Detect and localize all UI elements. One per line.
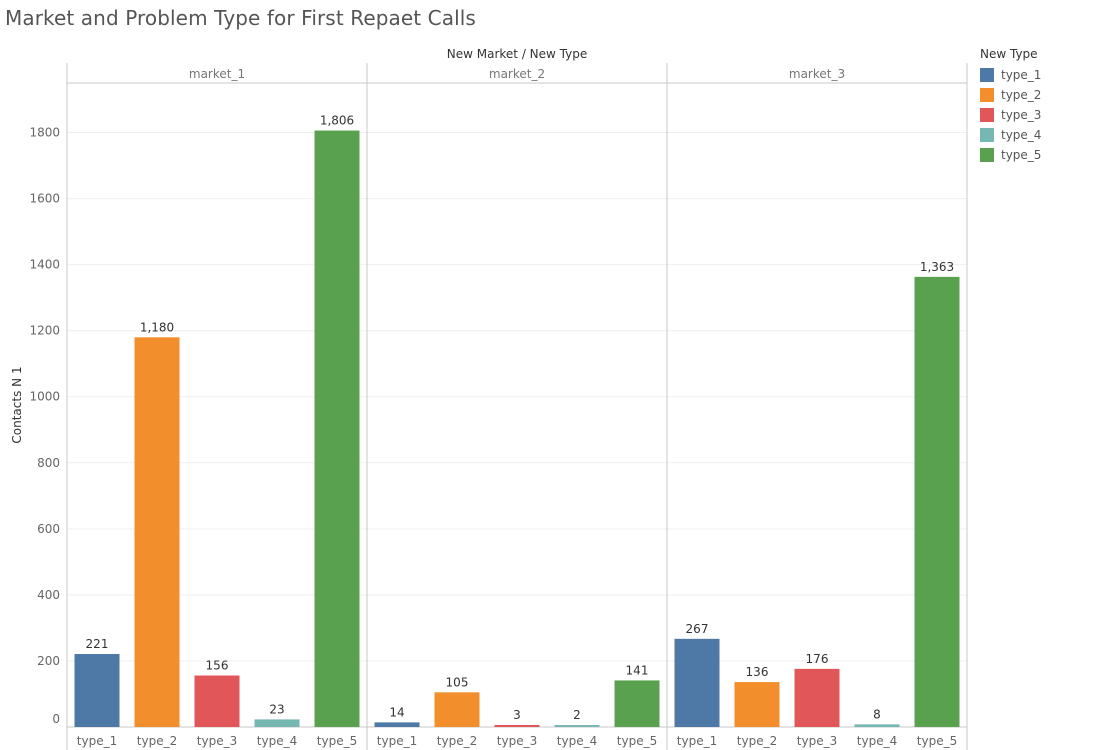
- legend-item[interactable]: type_3: [980, 105, 1041, 125]
- x-tick-label: type_5: [317, 734, 357, 748]
- data-label: 176: [806, 652, 829, 666]
- y-tick-label: 1600: [29, 192, 60, 206]
- y-tick-label: 0: [52, 712, 60, 726]
- bar-market_2-type_5: [614, 680, 660, 727]
- data-label: 221: [86, 637, 109, 651]
- bar-market_2-type_3: [494, 725, 540, 727]
- y-tick-label: 600: [37, 522, 60, 536]
- data-label: 3: [513, 708, 521, 722]
- legend-label: type_1: [1001, 68, 1042, 82]
- chart-title: Market and Problem Type for First Repaet…: [5, 6, 476, 30]
- data-label: 1,363: [920, 260, 954, 274]
- bar-market_3-type_4: [854, 724, 900, 727]
- bar-market_2-type_2: [434, 692, 480, 727]
- data-label: 141: [626, 663, 649, 677]
- data-label: 8: [873, 707, 881, 721]
- legend-label: type_4: [1001, 128, 1042, 142]
- x-tick-label: type_2: [137, 734, 177, 748]
- legend-swatch: [980, 108, 994, 122]
- x-tick-label: type_5: [617, 734, 657, 748]
- legend-item[interactable]: type_4: [980, 125, 1041, 145]
- legend-item[interactable]: type_5: [980, 145, 1041, 165]
- bar-market_3-type_3: [794, 668, 840, 727]
- bar-market_1-type_5: [314, 130, 360, 727]
- legend-label: type_3: [1001, 108, 1042, 122]
- y-tick-label: 800: [37, 456, 60, 470]
- legend-item[interactable]: type_1: [980, 65, 1041, 85]
- data-label: 267: [686, 622, 709, 636]
- data-label: 1,180: [140, 320, 174, 334]
- bar-market_1-type_2: [134, 337, 180, 727]
- x-tick-label: type_4: [257, 734, 297, 748]
- bar-market_3-type_2: [734, 682, 780, 727]
- bar-market_2-type_4: [554, 725, 600, 727]
- x-tick-label: type_2: [437, 734, 477, 748]
- x-tick-label: type_3: [497, 734, 537, 748]
- legend-swatch: [980, 148, 994, 162]
- legend-item[interactable]: type_2: [980, 85, 1041, 105]
- bar-market_3-type_1: [674, 638, 720, 727]
- legend: New Type type_1 type_2 type_3 type_4 typ…: [980, 47, 1041, 165]
- y-axis-label: Contacts N 1: [10, 366, 24, 443]
- data-label: 14: [389, 705, 404, 719]
- panel-header-label: market_1: [189, 67, 245, 81]
- bar-market_3-type_5: [914, 276, 960, 727]
- y-tick-label: 1800: [29, 126, 60, 140]
- x-tick-label: type_3: [197, 734, 237, 748]
- data-label: 1,806: [320, 114, 354, 128]
- legend-label: type_5: [1001, 148, 1042, 162]
- x-tick-label: type_1: [77, 734, 117, 748]
- x-tick-label: type_1: [377, 734, 417, 748]
- x-tick-label: type_5: [917, 734, 957, 748]
- x-tick-label: type_1: [677, 734, 717, 748]
- legend-label: type_2: [1001, 88, 1042, 102]
- bar-market_1-type_3: [194, 675, 240, 727]
- legend-swatch: [980, 68, 994, 82]
- data-label: 136: [746, 665, 769, 679]
- y-tick-label: 1000: [29, 390, 60, 404]
- y-tick-label: 1200: [29, 324, 60, 338]
- y-tick-label: 400: [37, 588, 60, 602]
- bar-market_2-type_1: [374, 722, 420, 727]
- x-tick-label: type_4: [557, 734, 597, 748]
- data-label: 105: [446, 675, 469, 689]
- x-tick-label: type_4: [857, 734, 897, 748]
- panel-header-label: market_2: [489, 67, 545, 81]
- bar-market_1-type_1: [74, 654, 120, 727]
- bar-market_1-type_4: [254, 719, 300, 727]
- data-label: 2: [573, 708, 581, 722]
- y-tick-label: 1400: [29, 258, 60, 272]
- x-tick-label: type_3: [797, 734, 837, 748]
- y-tick-label: 200: [37, 654, 60, 668]
- legend-swatch: [980, 88, 994, 102]
- data-label: 156: [206, 658, 229, 672]
- x-tick-label: type_2: [737, 734, 777, 748]
- data-label: 23: [269, 702, 284, 716]
- column-header: New Market / New Type: [447, 47, 587, 61]
- legend-swatch: [980, 128, 994, 142]
- legend-title: New Type: [980, 47, 1038, 61]
- panel-header-label: market_3: [789, 67, 845, 81]
